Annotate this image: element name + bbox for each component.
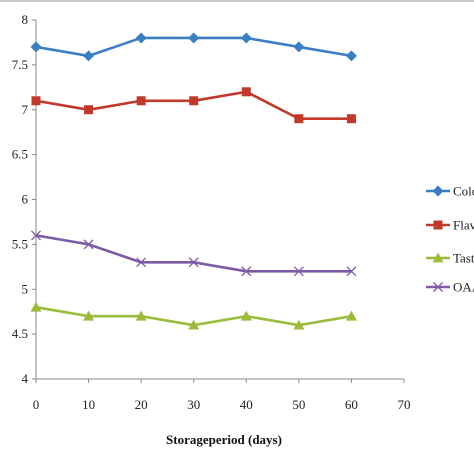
legend-item-tast: Tast — [426, 251, 474, 266]
legend-marker-tast — [432, 252, 444, 263]
data-point-colo — [240, 32, 252, 44]
x-tick-label: 10 — [82, 397, 95, 412]
series-layer — [30, 32, 357, 330]
data-point-oaa — [293, 266, 304, 277]
x-tick-label: 30 — [187, 397, 200, 412]
y-tick-label: 8 — [22, 12, 29, 27]
data-point-flav — [346, 114, 356, 124]
legend-label-oaa: OAA — [453, 280, 474, 295]
data-point-tast — [83, 310, 95, 321]
data-point-tast — [135, 310, 147, 321]
y-tick-label: 5.5 — [12, 236, 28, 251]
legend-label-colo: Colo — [453, 184, 474, 199]
data-point-oaa — [188, 257, 199, 268]
data-point-flav — [136, 96, 146, 106]
y-tick-label: 7.5 — [12, 57, 28, 72]
x-axis-title: Storageperiod (days) — [166, 432, 282, 447]
legend-marker-colo — [432, 185, 444, 197]
x-tick-label: 70 — [398, 397, 411, 412]
y-tick-label: 6 — [22, 192, 29, 207]
data-point-tast — [345, 310, 357, 321]
data-point-oaa — [346, 266, 357, 277]
data-point-flav — [189, 96, 199, 106]
data-point-colo — [30, 41, 42, 53]
series-flav — [31, 87, 356, 124]
y-tick-label: 4 — [22, 371, 29, 386]
series-colo — [30, 32, 357, 62]
data-point-flav — [241, 87, 251, 97]
data-point-tast — [293, 319, 305, 330]
data-point-colo — [135, 32, 147, 44]
x-tick-label: 60 — [345, 397, 358, 412]
data-point-oaa — [83, 239, 94, 250]
data-point-oaa — [136, 257, 147, 268]
data-point-flav — [294, 114, 304, 124]
legend-item-colo: Colo — [426, 184, 474, 199]
x-tick-label: 50 — [292, 397, 305, 412]
x-tick-label: 20 — [135, 397, 148, 412]
series-tast — [30, 301, 357, 330]
data-point-tast — [30, 301, 42, 312]
data-point-oaa — [31, 230, 41, 241]
legend-item-oaa: OAA — [426, 280, 474, 295]
series-line-oaa — [35, 234, 352, 273]
x-ticks: 0 10 20 30 40 50 60 70 — [33, 379, 411, 412]
y-ticks: 4 4.5 5 5.5 6 6.5 7 7.5 8 — [12, 12, 36, 386]
data-point-colo — [83, 50, 95, 62]
data-point-tast — [240, 310, 252, 321]
legend-item-flav: Flav — [426, 218, 474, 233]
data-point-tast — [188, 319, 200, 330]
legend-marker-flav — [433, 220, 443, 230]
legend-marker-oaa — [433, 282, 443, 292]
axes — [35, 20, 404, 380]
data-point-colo — [293, 41, 305, 53]
legend-label-tast: Tast — [453, 251, 474, 266]
y-tick-label: 4.5 — [12, 326, 28, 341]
series-oaa — [31, 230, 357, 277]
data-point-flav — [84, 105, 94, 115]
data-point-oaa — [241, 266, 252, 277]
legend-label-flav: Flav — [453, 218, 474, 233]
x-tick-label: 40 — [240, 397, 253, 412]
legend: Colo Flav Tast OAA — [426, 184, 474, 295]
x-tick-label: 0 — [33, 397, 40, 412]
data-point-colo — [188, 32, 200, 44]
y-tick-label: 7 — [22, 102, 29, 117]
y-tick-label: 6.5 — [12, 147, 28, 162]
data-point-colo — [345, 50, 357, 62]
y-tick-label: 5 — [22, 281, 29, 296]
data-point-flav — [31, 96, 41, 106]
